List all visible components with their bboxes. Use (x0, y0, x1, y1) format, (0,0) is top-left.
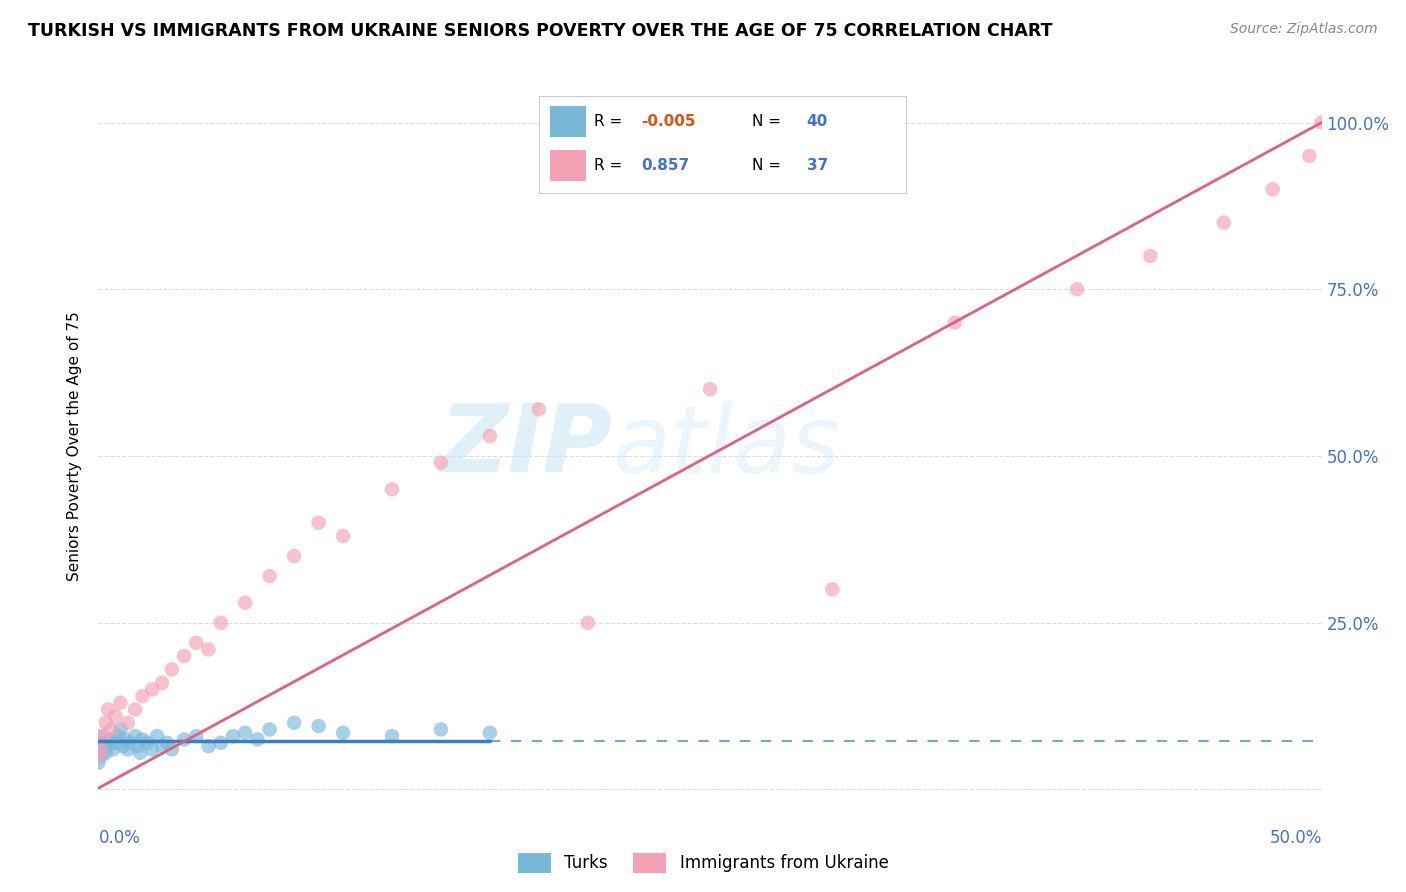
Point (107, 729, 129, 743)
Y-axis label: Seniors Poverty Over the Age of 75: Seniors Poverty Over the Age of 75 (67, 311, 83, 581)
Text: ZIP: ZIP (439, 400, 612, 492)
Point (197, 642, 219, 657)
Point (104, 736, 127, 750)
Point (430, 723, 453, 737)
Point (110, 723, 132, 737)
Point (160, 742, 183, 756)
Point (173, 732, 195, 747)
Point (100, 732, 122, 747)
Point (197, 739, 219, 753)
Point (90, 742, 112, 756)
Text: TURKISH VS IMMIGRANTS FROM UKRAINE SENIORS POVERTY OVER THE AGE OF 75 CORRELATIO: TURKISH VS IMMIGRANTS FROM UKRAINE SENIO… (28, 22, 1053, 40)
Point (259, 569, 281, 583)
Point (259, 723, 281, 737)
Point (283, 715, 305, 730)
Point (91, 736, 114, 750)
Point (141, 682, 163, 697)
Point (117, 742, 139, 756)
Point (1066, 282, 1088, 296)
Point (821, 582, 844, 597)
Point (283, 549, 305, 563)
Point (100, 723, 122, 737)
Point (94, 715, 117, 730)
Text: Source: ZipAtlas.com: Source: ZipAtlas.com (1230, 22, 1378, 37)
Point (699, 382, 721, 396)
Point (527, 402, 550, 417)
Point (233, 725, 256, 739)
Point (1298, 149, 1320, 163)
Point (1310, 115, 1333, 129)
Point (332, 529, 354, 543)
Point (246, 732, 269, 747)
Point (124, 702, 146, 716)
Point (131, 732, 153, 747)
Text: 50.0%: 50.0% (1270, 829, 1322, 847)
Point (308, 719, 330, 733)
Point (150, 675, 173, 690)
Point (332, 725, 354, 739)
Point (186, 729, 208, 743)
Point (111, 739, 134, 753)
Point (222, 729, 245, 743)
Point (381, 483, 404, 497)
Point (87, 756, 110, 770)
Point (91, 729, 114, 743)
Point (104, 709, 127, 723)
Point (173, 649, 195, 664)
Point (114, 732, 136, 747)
Point (97, 702, 120, 716)
Point (308, 516, 330, 530)
Point (87, 742, 110, 756)
Point (87, 749, 110, 764)
Point (90, 749, 112, 764)
Point (87, 729, 110, 743)
Point (127, 739, 149, 753)
Point (141, 742, 163, 756)
Point (150, 739, 173, 753)
Point (160, 662, 183, 676)
Point (943, 316, 966, 330)
Point (131, 689, 153, 703)
Point (209, 736, 232, 750)
Point (136, 736, 159, 750)
Legend: Turks, Immigrants from Ukraine: Turks, Immigrants from Ukraine (510, 847, 896, 880)
Point (129, 746, 152, 760)
Point (124, 729, 146, 743)
Point (209, 615, 232, 630)
Point (233, 596, 256, 610)
Point (478, 725, 501, 739)
Point (120, 736, 142, 750)
Point (478, 429, 501, 443)
Text: atlas: atlas (612, 401, 841, 491)
Point (1261, 182, 1284, 196)
Point (110, 696, 132, 710)
Point (97, 739, 120, 753)
Point (1212, 216, 1234, 230)
Point (186, 636, 208, 650)
Point (381, 729, 404, 743)
Point (430, 456, 453, 470)
Point (1139, 249, 1161, 263)
Text: 0.0%: 0.0% (98, 829, 141, 847)
Point (576, 615, 599, 630)
Point (156, 736, 179, 750)
Point (101, 742, 124, 756)
Point (146, 729, 169, 743)
Point (117, 715, 139, 730)
Point (94, 746, 117, 760)
